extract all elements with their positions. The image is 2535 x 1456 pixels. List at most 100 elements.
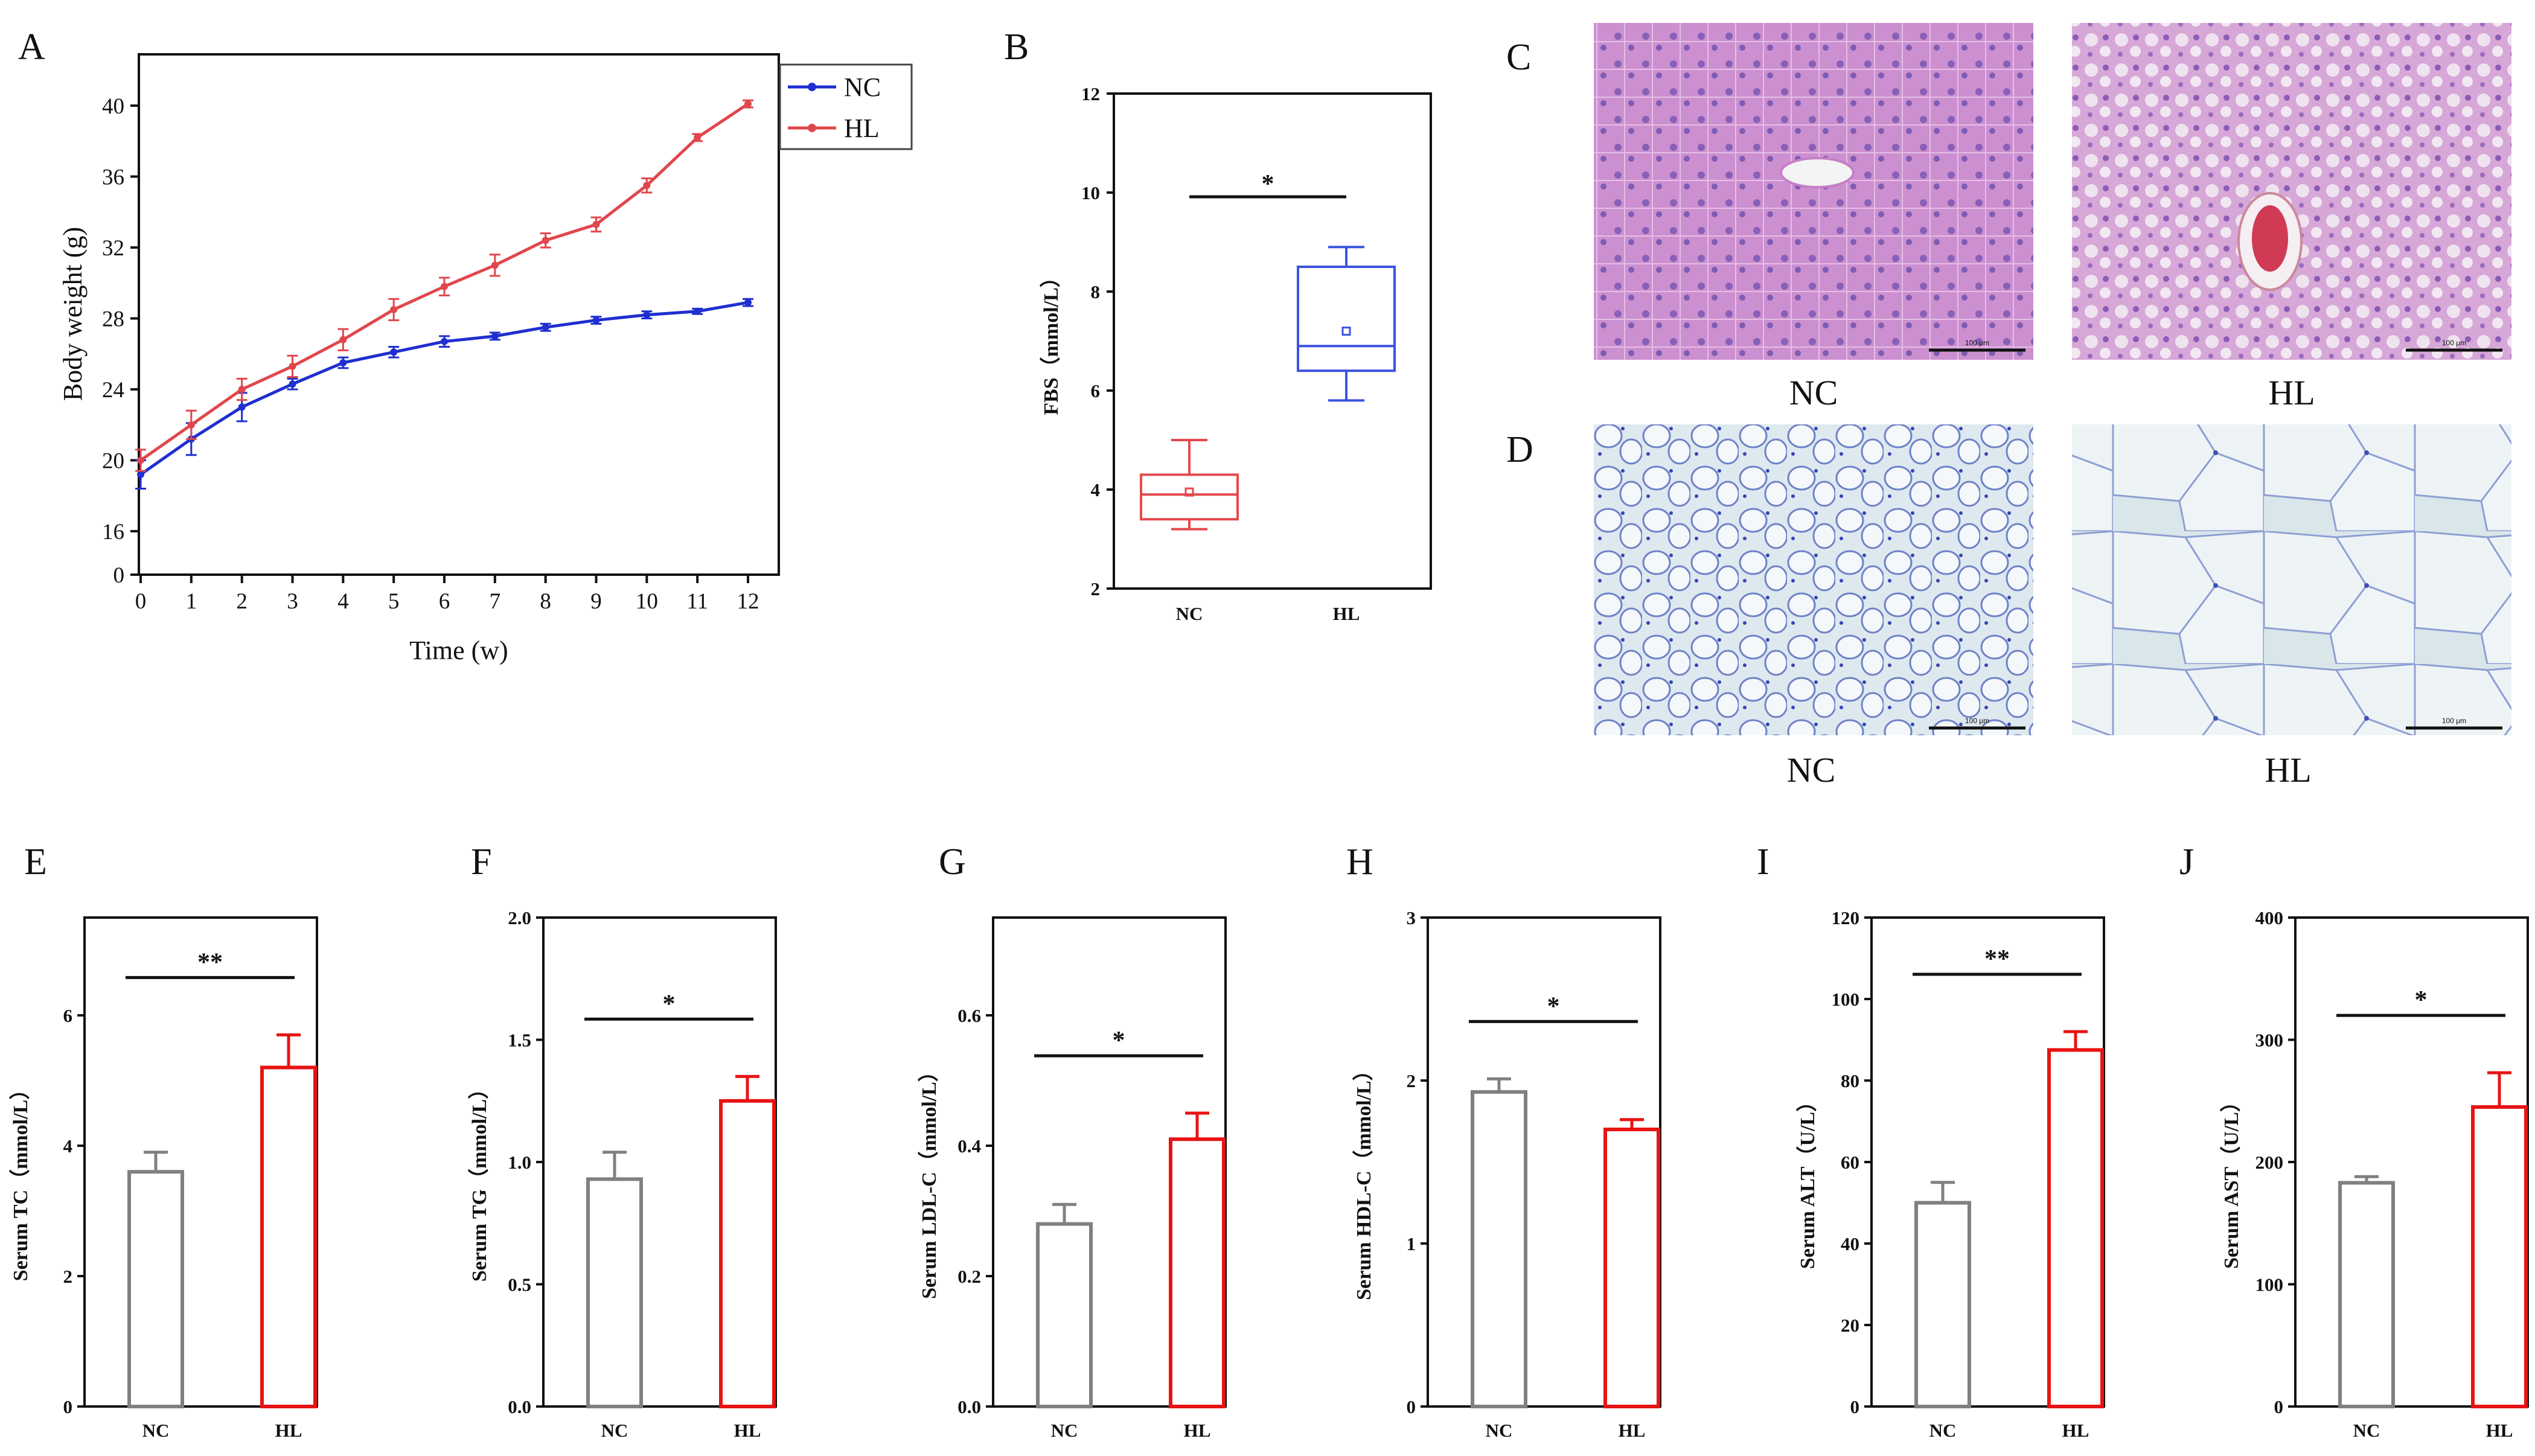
panel-b-cat-hl: HL <box>1333 603 1360 624</box>
panel-e-bar-hl <box>260 1065 317 1408</box>
caption-d-hl: HL <box>2265 750 2311 790</box>
panel-a-point-nc <box>137 471 144 478</box>
panel-letter-h: H <box>1346 841 1373 883</box>
panel-a-legend <box>779 63 913 150</box>
panel-a-xtick-label: 12 <box>737 589 759 614</box>
panel-a-point-nc <box>289 380 296 388</box>
panel-a-xtick-label: 11 <box>686 589 708 614</box>
panel-e-ytick-label: 4 <box>63 1135 73 1157</box>
panel-i-cat-nc: NC <box>1929 1420 1957 1441</box>
svg-text:100 μm: 100 μm <box>1965 339 1989 347</box>
panel-j-ytick-label: 400 <box>2255 907 2284 928</box>
panel-a-ytick-label: 20 <box>102 449 124 474</box>
panel-a-point-nc <box>491 332 499 340</box>
panel-a-point-nc <box>441 337 448 345</box>
panel-i-ytick-label: 100 <box>1832 989 1860 1010</box>
panel-i-ytick-label: 60 <box>1841 1152 1859 1173</box>
panel-f-bar-chart: F 0.0 0.5 1.0 1.5 2.0 Serum TG（mmol/L） NC HL * <box>467 841 777 1441</box>
panel-a-xtick-label: 4 <box>337 589 349 614</box>
panel-i-ytick-label: 40 <box>1841 1233 1859 1254</box>
panel-b-box-plot: B 2 4 6 8 10 12 FBS（mmol/L） NC HL * <box>1004 27 1432 624</box>
panel-letter-e: E <box>24 841 47 883</box>
panel-g-bar-nc <box>1036 1222 1093 1408</box>
panel-b-box-nc <box>1140 473 1239 521</box>
panel-i-ytick-label: 20 <box>1841 1315 1859 1336</box>
panel-b-ylabel: FBS（mmol/L） <box>1039 267 1063 415</box>
panel-a-ytick-label: 0 <box>113 563 125 588</box>
panel-a-xtick-label: 6 <box>439 589 450 614</box>
panel-i-ytick-label: 80 <box>1841 1070 1859 1091</box>
panel-b-ytick-label: 8 <box>1091 281 1101 302</box>
legend-nc-label: NC <box>844 72 881 102</box>
panel-a-point-nc <box>643 311 651 319</box>
svg-text:100 μm: 100 μm <box>1965 717 1989 725</box>
caption-c-hl: HL <box>2268 373 2315 412</box>
panel-f-ytick-label: 2.0 <box>508 907 531 928</box>
panel-b-cat-nc: NC <box>1176 603 1203 624</box>
panel-f-cat-hl: HL <box>734 1420 761 1441</box>
panel-b-ytick-label: 4 <box>1091 479 1101 500</box>
panel-a-xlabel: Time (w) <box>409 636 508 665</box>
panel-f-ytick-label: 0.5 <box>508 1274 531 1295</box>
panel-j-cat-nc: NC <box>2353 1420 2380 1441</box>
panel-letter-a: A <box>18 27 45 68</box>
panel-a-point-hl <box>441 283 448 290</box>
panel-f-ytick-label: 1.5 <box>508 1030 531 1051</box>
micrograph-d-nc: 100 μm <box>1594 424 2033 735</box>
panel-h-ytick-label: 1 <box>1407 1233 1416 1254</box>
panel-a-point-nc <box>339 359 347 366</box>
legend-nc-marker <box>808 83 816 91</box>
panel-a-ytick-label: 28 <box>102 307 124 332</box>
panel-g-ytick-label: 0.0 <box>957 1396 981 1417</box>
panel-a-point-hl <box>643 182 651 190</box>
panel-i-cat-hl: HL <box>2062 1420 2089 1441</box>
panel-a-xtick-label: 8 <box>540 589 551 614</box>
panel-f-ylabel: Serum TG（mmol/L） <box>467 1079 491 1282</box>
panel-f-ytick-label: 0.0 <box>508 1396 531 1417</box>
legend-hl-marker <box>808 124 816 132</box>
panel-e-ytick-label: 2 <box>63 1266 73 1287</box>
svg-text:100 μm: 100 μm <box>2442 339 2466 347</box>
panel-i-ylabel: Serum ALT（U/L） <box>1795 1091 1819 1269</box>
panel-h-cat-nc: NC <box>1486 1420 1513 1441</box>
panel-a-series-line-nc <box>139 301 749 476</box>
panel-a-point-hl <box>187 421 195 429</box>
panel-h-ytick-label: 3 <box>1407 907 1416 928</box>
panel-letter-d: D <box>1506 429 1533 470</box>
panel-a-point-hl <box>390 305 398 313</box>
panel-a-xtick-label: 10 <box>636 589 658 614</box>
panel-g-ytick-label: 0.6 <box>957 1005 981 1026</box>
panel-g-cat-nc: NC <box>1051 1420 1078 1441</box>
panel-a-point-nc <box>744 299 752 307</box>
panel-b-frame <box>1113 92 1432 590</box>
panel-g-ylabel: Serum LDL-C（mmol/L） <box>917 1061 941 1299</box>
panel-a-xtick-label: 2 <box>236 589 248 614</box>
panel-g-bar-chart: G 0.0 0.2 0.4 0.6 Serum LDL-C（mmol/L） NC HL * <box>917 841 1227 1441</box>
panel-g-sig-mark: * <box>1113 1027 1125 1055</box>
panel-e-ylabel: Serum TC（mmol/L） <box>8 1079 32 1282</box>
panel-b-box-hl <box>1297 266 1396 372</box>
panel-letter-i: I <box>1757 841 1769 883</box>
panel-a-xtick-label: 9 <box>590 589 602 614</box>
panel-b-ytick-label: 2 <box>1091 578 1101 599</box>
panel-g-cat-hl: HL <box>1184 1420 1211 1441</box>
panel-g-ytick-label: 0.4 <box>957 1135 981 1157</box>
micrograph-d-hl: 100 μm <box>2072 424 2511 735</box>
panel-a-point-hl <box>542 237 549 244</box>
panel-a-point-nc <box>542 324 549 331</box>
panel-b-mean-hl <box>1341 327 1351 336</box>
panel-e-bar-nc <box>127 1170 184 1408</box>
panel-i-sig-mark: ** <box>1984 945 2010 973</box>
panel-j-ytick-label: 0 <box>2274 1396 2284 1417</box>
panel-j-cat-hl: HL <box>2486 1420 2513 1441</box>
panel-letter-j: J <box>2179 841 2194 883</box>
panel-f-bar-hl <box>719 1099 776 1408</box>
panel-e-sig-mark: ** <box>197 948 223 976</box>
panel-a-point-hl <box>339 336 347 343</box>
panel-a-point-nc <box>694 307 702 315</box>
panel-a-xtick-label: 5 <box>388 589 400 614</box>
panel-a-xtick-label: 7 <box>490 589 501 614</box>
panel-i-bar-hl <box>2047 1048 2104 1408</box>
panel-j-ytick-label: 300 <box>2255 1030 2284 1051</box>
